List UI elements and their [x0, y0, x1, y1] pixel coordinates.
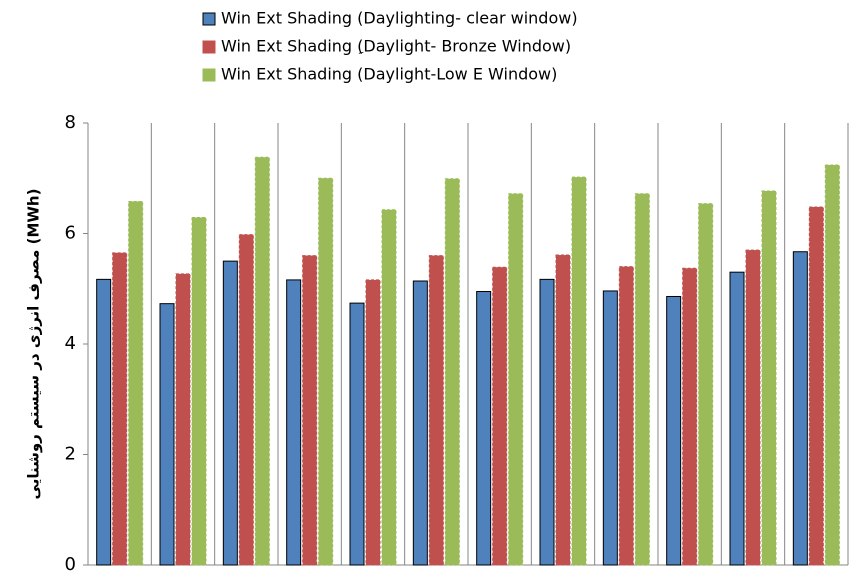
bar [128, 200, 144, 566]
bar [365, 279, 381, 566]
y-tick-label: 2 [65, 444, 76, 465]
bar [254, 156, 270, 566]
bar [175, 273, 191, 566]
bar [444, 178, 460, 566]
bar [96, 278, 112, 566]
legend-label: Win Ext Shading (ِDaylight- Bronze Windo… [221, 37, 571, 56]
bar [824, 164, 840, 566]
bar [745, 249, 761, 566]
legend-swatch [202, 40, 216, 54]
bar [191, 216, 207, 566]
bar [792, 251, 808, 566]
bar [349, 302, 365, 566]
y-tick-label: 8 [65, 112, 76, 133]
bar [761, 190, 777, 566]
bar [159, 303, 175, 566]
bar [666, 295, 682, 566]
bar [808, 206, 824, 566]
bar [286, 279, 302, 566]
legend-label: Win Ext Shading (Daylight-Low E Window) [221, 65, 557, 84]
bar [618, 266, 634, 566]
bar [476, 291, 492, 566]
y-tick-label: 6 [65, 223, 76, 244]
bar [555, 254, 571, 566]
bar [381, 209, 397, 566]
bar [698, 203, 714, 566]
bar [112, 252, 128, 566]
legend-swatch [202, 12, 216, 26]
y-tick-label: 4 [65, 333, 76, 354]
bar [238, 234, 254, 566]
bar [729, 271, 745, 566]
y-tick-label: 0 [65, 554, 76, 574]
legend-label: Win Ext Shading (Daylighting- clear wind… [221, 9, 578, 28]
bar [571, 176, 587, 566]
bar [682, 267, 698, 566]
bar [634, 193, 650, 566]
legend-swatch [202, 68, 216, 82]
bar [302, 255, 318, 566]
bar [412, 280, 428, 566]
bar [602, 290, 618, 566]
bar [222, 260, 238, 566]
bar [539, 278, 555, 566]
y-axis-title: مصرف انرژی در سیستم روشنایی (MWh) [25, 189, 43, 500]
bar [508, 193, 524, 566]
bar [492, 266, 508, 566]
bar [428, 255, 444, 566]
bar [318, 177, 334, 566]
